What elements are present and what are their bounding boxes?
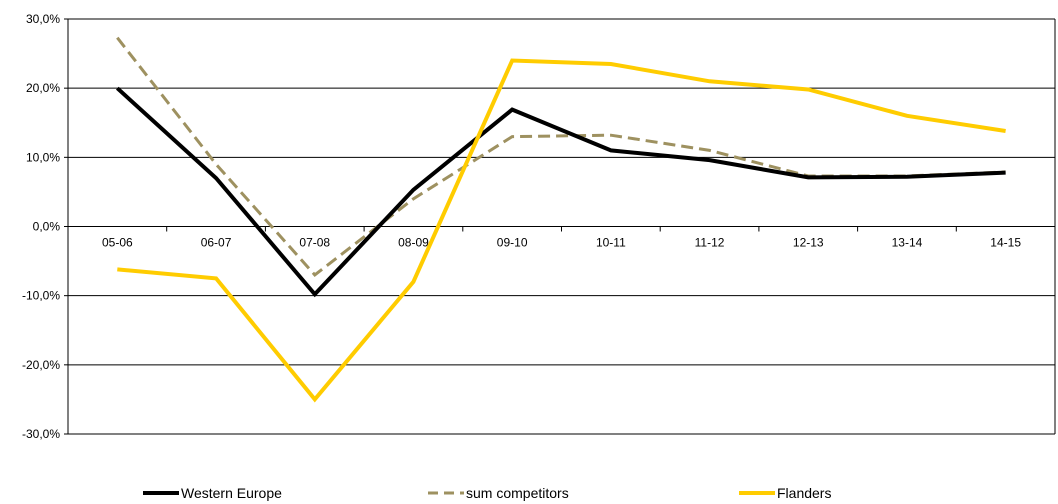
x-tick-label: 07-08 bbox=[299, 236, 330, 250]
x-tick-label: 06-07 bbox=[201, 236, 232, 250]
x-tick-label: 09-10 bbox=[497, 236, 528, 250]
x-tick-label: 05-06 bbox=[102, 236, 133, 250]
y-axis-tick-labels: 30,0% 20,0% 10,0% 0,0% -10,0% -20,0% -30,0% bbox=[22, 12, 60, 441]
axes bbox=[64, 18, 1056, 435]
x-tick-label: 08-09 bbox=[398, 236, 429, 250]
series-line-sum-competitors bbox=[116, 36, 1006, 277]
x-tick-label: 13-14 bbox=[892, 236, 923, 250]
x-tick-label: 14-15 bbox=[990, 236, 1021, 250]
y-tick-label: 30,0% bbox=[26, 12, 60, 26]
y-tick-label: -10,0% bbox=[22, 289, 60, 303]
legend: Western Europe sum competitors Flanders bbox=[143, 485, 831, 501]
series-lines bbox=[115, 36, 1006, 403]
y-tick-label: 10,0% bbox=[26, 150, 60, 164]
y-tick-label: -30,0% bbox=[22, 427, 60, 441]
legend-label-sum-competitors: sum competitors bbox=[466, 485, 569, 501]
y-tick-label: 0,0% bbox=[33, 220, 61, 234]
legend-label-western-europe: Western Europe bbox=[181, 485, 282, 501]
y-tick-label: -20,0% bbox=[22, 358, 60, 372]
y-tick-label: 20,0% bbox=[26, 81, 60, 95]
x-tick-label: 10-11 bbox=[596, 236, 626, 250]
x-tick-label: 11-12 bbox=[695, 236, 725, 250]
x-axis-tick-labels: 05-06 06-07 07-08 08-09 09-10 10-11 11-12 12-13… bbox=[102, 236, 1021, 250]
series-line-flanders bbox=[117, 58, 1006, 403]
x-tick-label: 12-13 bbox=[793, 236, 824, 250]
series-line-western-europe bbox=[115, 86, 1006, 298]
legend-label-flanders: Flanders bbox=[777, 485, 831, 501]
